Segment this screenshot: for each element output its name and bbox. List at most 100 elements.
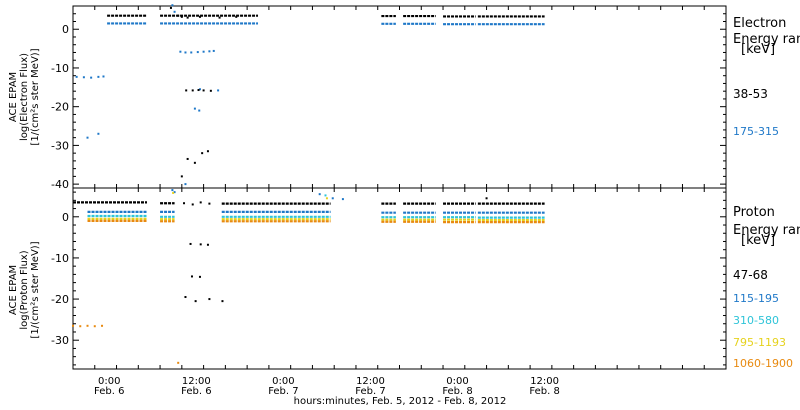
proton-point-115-195 (331, 197, 334, 200)
electron-ytick-label: -30 (51, 139, 69, 152)
electron-point-175-315 (196, 51, 199, 54)
proton-panel: ACE EPAM log(Proton Flux) [1/(cm²s ster … (8, 187, 800, 370)
electron-point-black (191, 89, 194, 92)
proton-point-47-68 (184, 296, 187, 299)
proton-point-795-1193 (172, 191, 175, 194)
electron-point-175-315 (97, 132, 100, 135)
electron-legend-title-2: Energy range (733, 32, 800, 47)
x-tick-date-label: Feb. 8 (442, 386, 472, 397)
x-tick-date-label: Feb. 6 (181, 386, 211, 397)
electron-point-175-315 (208, 50, 211, 53)
electron-series-38-53 (107, 6, 545, 19)
x-tick-time-label: 0:00 (446, 376, 468, 387)
proton-legend-title-1: Proton (733, 205, 775, 220)
proton-point-115-195 (171, 189, 174, 192)
proton-legend-47-68: 47-68 (733, 268, 768, 282)
proton-point-1060-1900 (72, 324, 74, 327)
proton-series-115-195 (87, 189, 545, 214)
electron-point-black (193, 161, 196, 164)
electron-data (75, 4, 545, 186)
electron-point-black (185, 89, 188, 92)
x-tick-time-label: 0:00 (98, 376, 120, 387)
x-tick-date-label: Feb. 6 (94, 386, 124, 397)
x-tick-time-label: 12:00 (182, 376, 211, 387)
proton-point-795-1193 (325, 197, 328, 200)
proton-point-47-68 (485, 197, 488, 200)
electron-point-black (197, 89, 200, 92)
electron-panel: ACE EPAM log(Electron Flux) [1/(cm²s ste… (8, 4, 800, 191)
electron-point-38-53 (169, 6, 172, 9)
electron-ytick-label: 0 (62, 23, 69, 36)
electron-point-black (209, 89, 212, 92)
proton-data (72, 189, 545, 364)
proton-point-310-580 (324, 194, 327, 197)
proton-legend: Proton Energy range [keV] 47-68 115-195 … (733, 205, 800, 370)
proton-series-795-1193 (87, 191, 545, 222)
proton-point-47-68 (199, 243, 202, 246)
proton-point-47-68 (189, 242, 192, 245)
proton-legend-795-1193: 795-1193 (733, 336, 786, 349)
electron-point-175-315 (97, 75, 100, 78)
proton-series-47-68 (73, 197, 545, 303)
electron-point-38-53 (186, 16, 189, 19)
electron-point-black (201, 152, 204, 155)
proton-legend-title-2: Energy range (733, 223, 800, 238)
proton-point-47-68 (221, 300, 224, 303)
electron-point-black (186, 157, 189, 160)
proton-point-1060-1900 (177, 361, 180, 364)
electron-legend-38-53: 38-53 (733, 87, 768, 101)
electron-legend: Electron Energy range [keV] 38-53 175-31… (733, 16, 800, 138)
proton-point-115-195 (318, 193, 321, 196)
electron-y-ticks: 0 -10 -20 -30 -40 (51, 5, 726, 191)
electron-legend-title-1: Electron (733, 16, 786, 31)
proton-point-47-68 (206, 243, 209, 246)
proton-legend-title-3: [keV] (741, 233, 775, 248)
proton-point-47-68 (198, 275, 201, 278)
proton-point-1060-1900 (86, 324, 89, 327)
proton-ytick-label: -20 (51, 293, 69, 306)
electron-point-black (202, 89, 205, 92)
electron-ylabel-line-2: log(Electron Flux) (19, 53, 30, 141)
x-tick-time-label: 12:00 (356, 376, 385, 387)
proton-ytick-label: -30 (51, 334, 69, 347)
electron-point-175-315 (212, 49, 215, 52)
electron-point-175-315 (75, 75, 78, 78)
electron-ytick-label: -10 (51, 62, 69, 75)
electron-series-175-315 (75, 4, 545, 186)
electron-point-175-315 (86, 136, 89, 139)
proton-point-1060-1900 (79, 325, 82, 328)
electron-point-175-315 (217, 89, 220, 92)
electron-point-175-315 (202, 50, 205, 53)
proton-ytick-label: 0 (62, 211, 69, 224)
proton-point-1060-1900 (101, 324, 104, 327)
proton-series-310-580 (87, 194, 545, 219)
proton-point-47-68 (190, 275, 193, 278)
electron-point-38-53 (218, 16, 221, 19)
electron-point-175-315 (198, 109, 201, 112)
x-tick-date-label: Feb. 7 (268, 386, 298, 397)
electron-point-black (180, 175, 183, 178)
electron-point-38-53 (235, 15, 238, 18)
electron-point-175-315 (193, 107, 196, 110)
electron-point-175-315 (82, 76, 85, 79)
proton-point-47-68 (199, 201, 202, 204)
electron-point-38-53 (198, 15, 201, 18)
proton-ylabel-line-1: ACE EPAM (8, 265, 19, 315)
proton-point-115-195 (173, 191, 176, 194)
electron-point-black (206, 150, 209, 153)
electron-point-38-53 (177, 14, 180, 17)
proton-legend-1060-1900: 1060-1900 (733, 357, 793, 370)
electron-ylabel-line-1: ACE EPAM (8, 72, 19, 122)
electron-point-38-53 (180, 15, 183, 18)
electron-plot-frame (72, 5, 727, 189)
proton-point-47-68 (208, 298, 211, 301)
electron-ytick-label: -40 (51, 178, 69, 191)
proton-legend-115-195: 115-195 (733, 292, 779, 305)
electron-point-175-315 (102, 75, 105, 78)
x-axis-title: hours:minutes, Feb. 5, 2012 - Feb. 8, 20… (294, 396, 507, 407)
electron-point-175-315 (190, 51, 193, 54)
proton-point-115-195 (341, 198, 344, 201)
proton-point-47-68 (194, 300, 197, 303)
